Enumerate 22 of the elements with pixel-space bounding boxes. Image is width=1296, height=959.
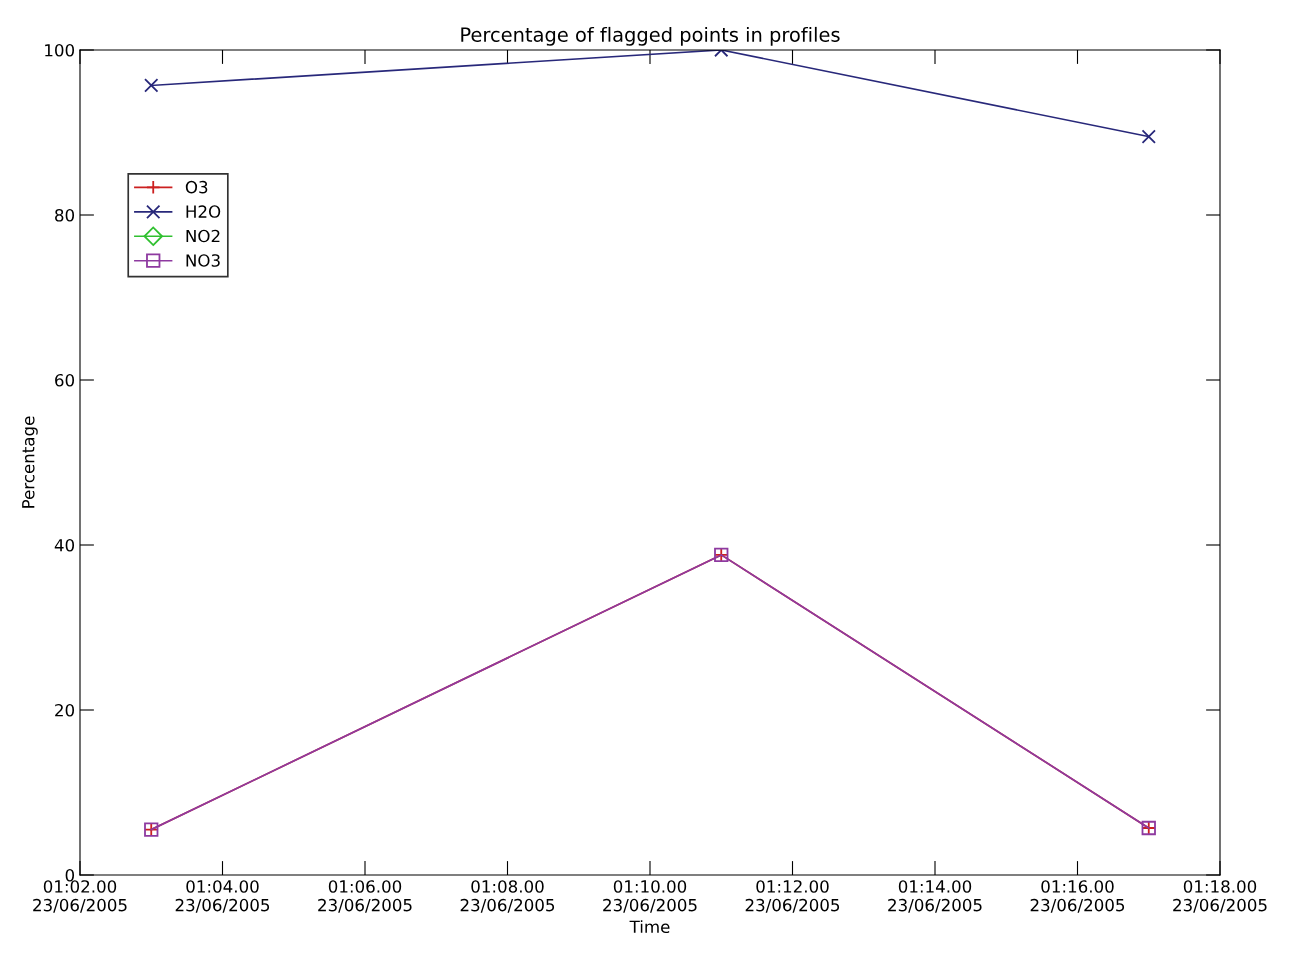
y-tick-label: 0: [65, 868, 75, 882]
y-tick-label: 20: [55, 703, 75, 717]
x-tick-label: 01:14.00 23/06/2005: [888, 880, 982, 913]
x-tick-label: 01:10.00 23/06/2005: [603, 880, 697, 913]
legend-label: NO3: [186, 254, 220, 267]
legend-label: O3: [185, 180, 208, 194]
x-tick-label: 01:12.00 23/06/2005: [745, 880, 840, 913]
y-tick-label: 60: [55, 373, 75, 387]
x-tick-label: 01:06.00 23/06/2005: [318, 880, 412, 913]
x-tick-label: 01:08.00 23/06/2005: [460, 880, 555, 913]
x-tick-label: 01:18.00 23/06/2005: [1173, 880, 1267, 913]
y-tick-label: 40: [54, 538, 75, 552]
y-tick-label: 80: [55, 208, 75, 222]
y-axis-title: Percentage: [22, 416, 38, 508]
x-tick-label: 01:02.00 23/06/2005: [33, 880, 127, 913]
legend-label: NO2: [186, 229, 220, 243]
x-tick-label: 01:16.00 23/06/2005: [1030, 880, 1125, 913]
chart-title: Percentage of flagged points in profiles: [461, 26, 840, 46]
x-tick-label: 01:04.00 23/06/2005: [175, 880, 270, 913]
y-tick-label: 100: [45, 43, 75, 57]
legend-label: H2O: [186, 205, 221, 218]
x-axis-title: Time: [629, 920, 670, 934]
